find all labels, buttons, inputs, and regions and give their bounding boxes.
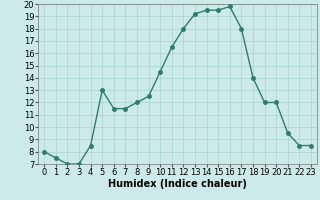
X-axis label: Humidex (Indice chaleur): Humidex (Indice chaleur) [108,179,247,189]
